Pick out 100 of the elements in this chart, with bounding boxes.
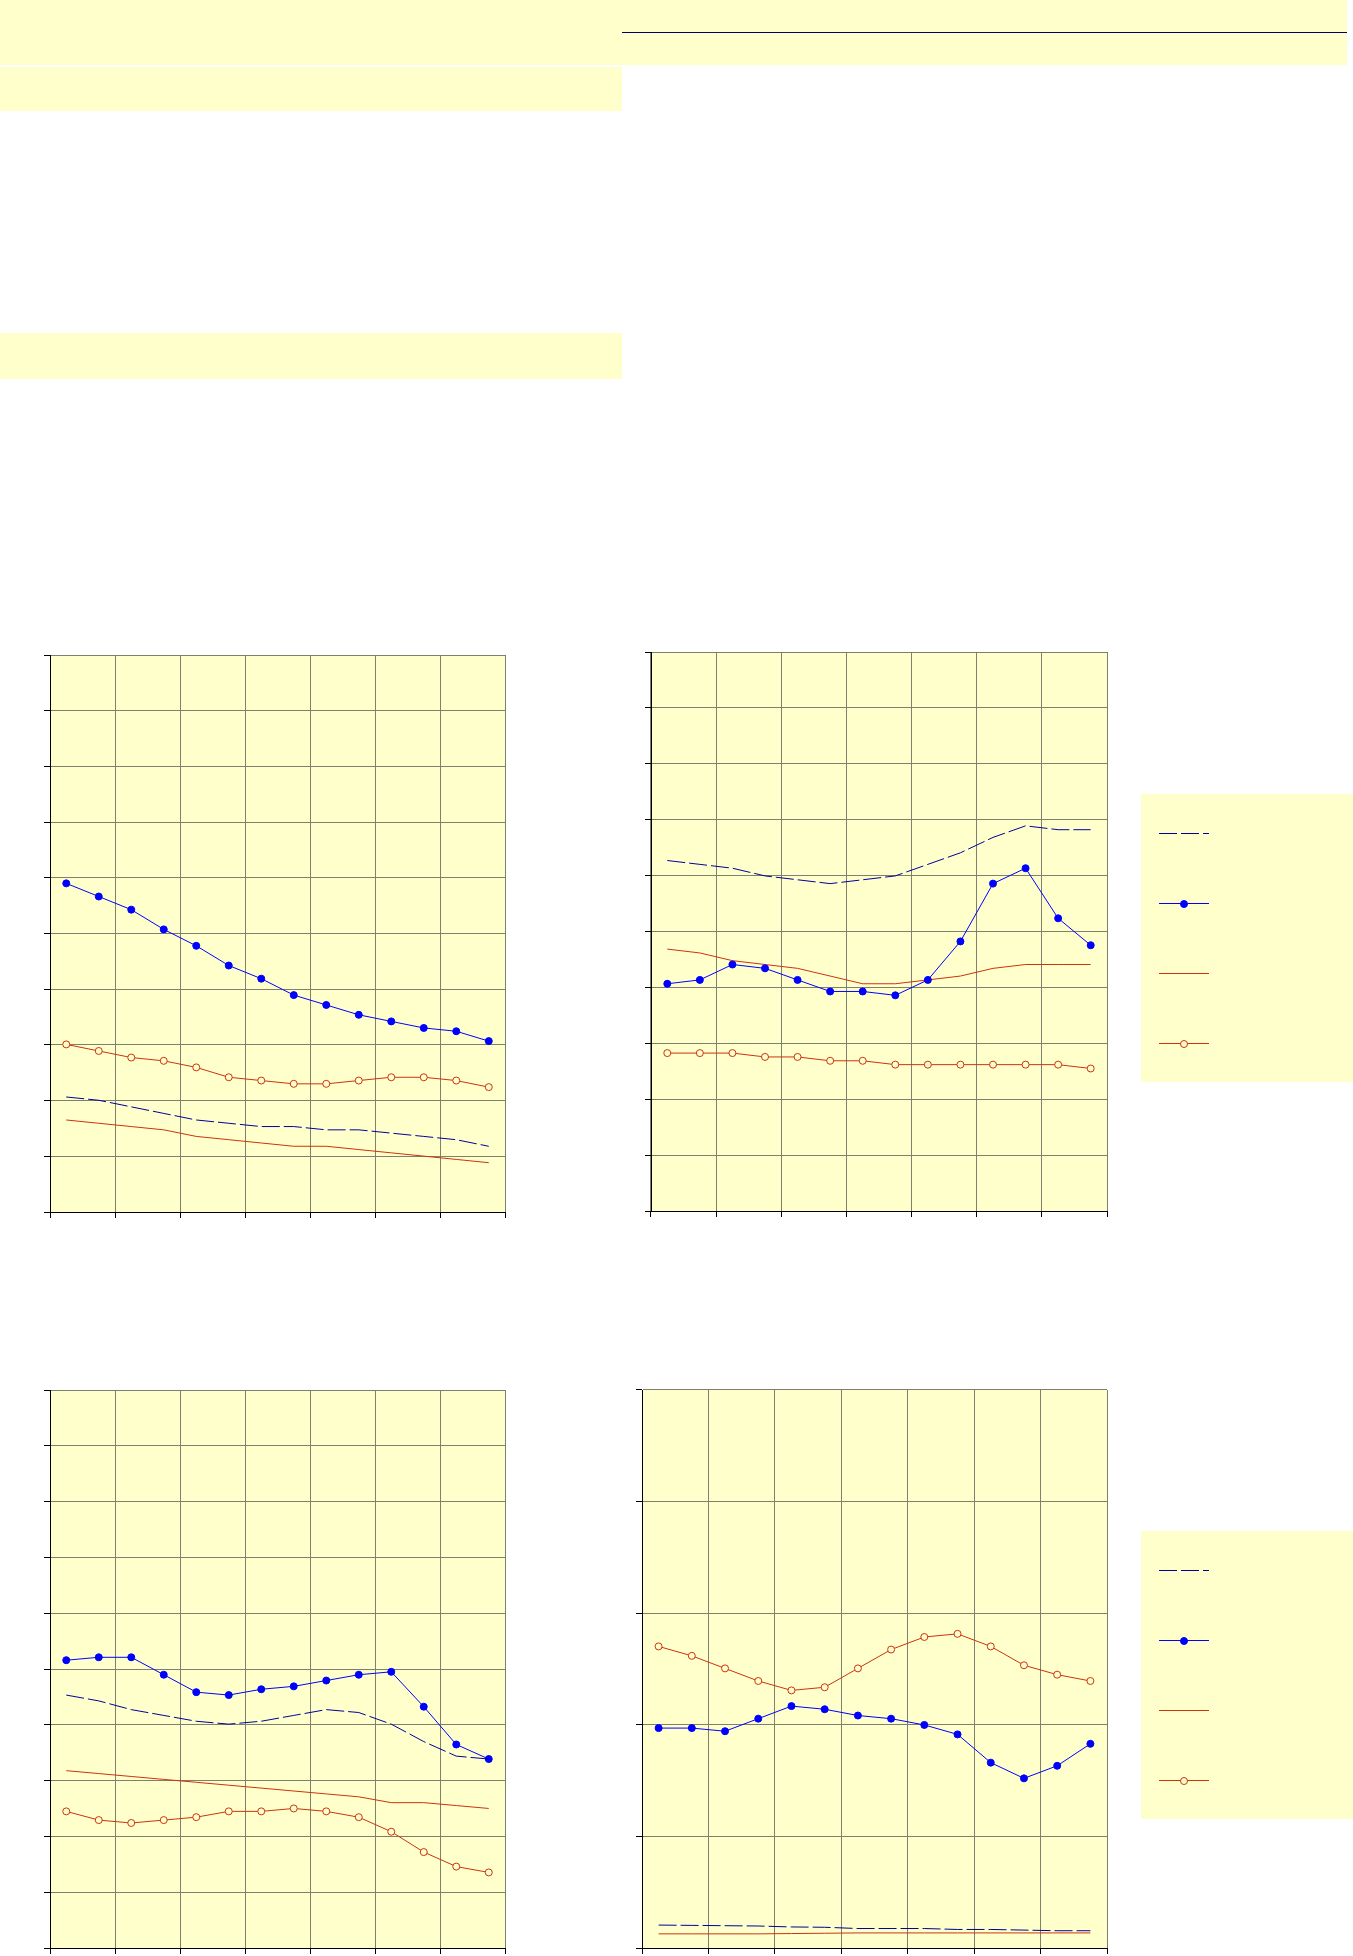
point bbox=[1019, 1774, 1028, 1783]
point bbox=[920, 1720, 929, 1729]
point bbox=[484, 1868, 493, 1877]
point bbox=[419, 1848, 428, 1857]
point bbox=[754, 1676, 763, 1685]
point bbox=[721, 1727, 730, 1736]
point bbox=[787, 1686, 796, 1695]
point bbox=[354, 1010, 363, 1019]
point bbox=[354, 1076, 363, 1085]
point bbox=[728, 1049, 737, 1058]
point bbox=[853, 1711, 862, 1720]
point bbox=[257, 1807, 266, 1816]
point bbox=[923, 975, 932, 984]
point bbox=[820, 1705, 829, 1714]
point bbox=[1086, 1676, 1095, 1685]
point bbox=[484, 1083, 493, 1092]
point bbox=[1053, 1670, 1062, 1679]
point bbox=[419, 1702, 428, 1711]
point bbox=[654, 1724, 663, 1733]
point bbox=[687, 1651, 696, 1660]
point bbox=[1021, 1060, 1030, 1069]
point bbox=[484, 1037, 493, 1046]
point bbox=[695, 1049, 704, 1058]
point bbox=[62, 879, 71, 888]
point bbox=[387, 1827, 396, 1836]
point bbox=[289, 1682, 298, 1691]
point bbox=[452, 1862, 461, 1871]
point bbox=[1086, 1739, 1095, 1748]
point bbox=[1053, 1761, 1062, 1770]
point bbox=[127, 905, 136, 914]
point bbox=[654, 1642, 663, 1651]
point bbox=[62, 1040, 71, 1049]
point bbox=[663, 1049, 672, 1058]
point bbox=[419, 1073, 428, 1082]
point bbox=[721, 1664, 730, 1673]
point bbox=[159, 1816, 168, 1825]
point bbox=[224, 961, 233, 970]
point bbox=[387, 1017, 396, 1026]
point bbox=[956, 937, 965, 946]
point bbox=[728, 960, 737, 969]
point bbox=[94, 1816, 103, 1825]
point bbox=[826, 987, 835, 996]
point bbox=[891, 991, 900, 1000]
point bbox=[322, 1807, 331, 1816]
point bbox=[923, 1060, 932, 1069]
point bbox=[1086, 941, 1095, 950]
point bbox=[322, 1676, 331, 1685]
point bbox=[761, 1052, 769, 1061]
point bbox=[826, 1056, 835, 1065]
point bbox=[793, 1052, 802, 1061]
point bbox=[887, 1645, 896, 1654]
point bbox=[452, 1076, 461, 1085]
point bbox=[224, 1691, 233, 1700]
point bbox=[452, 1740, 461, 1749]
point bbox=[257, 974, 266, 983]
point bbox=[192, 1063, 201, 1072]
point bbox=[127, 1818, 136, 1827]
point bbox=[858, 1056, 867, 1065]
point bbox=[1054, 1060, 1063, 1069]
point bbox=[761, 964, 769, 973]
point bbox=[192, 1813, 201, 1822]
point bbox=[159, 1670, 168, 1679]
point bbox=[322, 1000, 331, 1009]
point bbox=[192, 941, 201, 950]
point bbox=[787, 1702, 796, 1711]
point bbox=[62, 1656, 71, 1665]
point bbox=[354, 1670, 363, 1679]
point bbox=[224, 1807, 233, 1816]
point bbox=[953, 1730, 962, 1739]
point bbox=[94, 1046, 103, 1055]
point bbox=[1086, 1064, 1095, 1073]
point bbox=[127, 1653, 136, 1662]
point bbox=[289, 1079, 298, 1088]
point bbox=[289, 991, 298, 1000]
point bbox=[127, 1053, 136, 1062]
point bbox=[1054, 914, 1063, 923]
point bbox=[387, 1073, 396, 1082]
point bbox=[953, 1629, 962, 1638]
point bbox=[419, 1023, 428, 1032]
point bbox=[920, 1632, 929, 1641]
point bbox=[858, 987, 867, 996]
point bbox=[695, 975, 704, 984]
point bbox=[754, 1714, 763, 1723]
point bbox=[257, 1685, 266, 1694]
point bbox=[387, 1667, 396, 1676]
point bbox=[159, 1056, 168, 1065]
point bbox=[452, 1027, 461, 1036]
point bbox=[986, 1758, 995, 1767]
point bbox=[853, 1664, 862, 1673]
point bbox=[94, 1653, 103, 1662]
point bbox=[257, 1076, 266, 1085]
point bbox=[192, 1688, 201, 1697]
point bbox=[989, 1060, 997, 1069]
point bbox=[1021, 864, 1030, 873]
point bbox=[687, 1724, 696, 1733]
point bbox=[887, 1714, 896, 1723]
point bbox=[793, 975, 802, 984]
point bbox=[891, 1060, 900, 1069]
point bbox=[289, 1804, 298, 1813]
point bbox=[956, 1060, 965, 1069]
